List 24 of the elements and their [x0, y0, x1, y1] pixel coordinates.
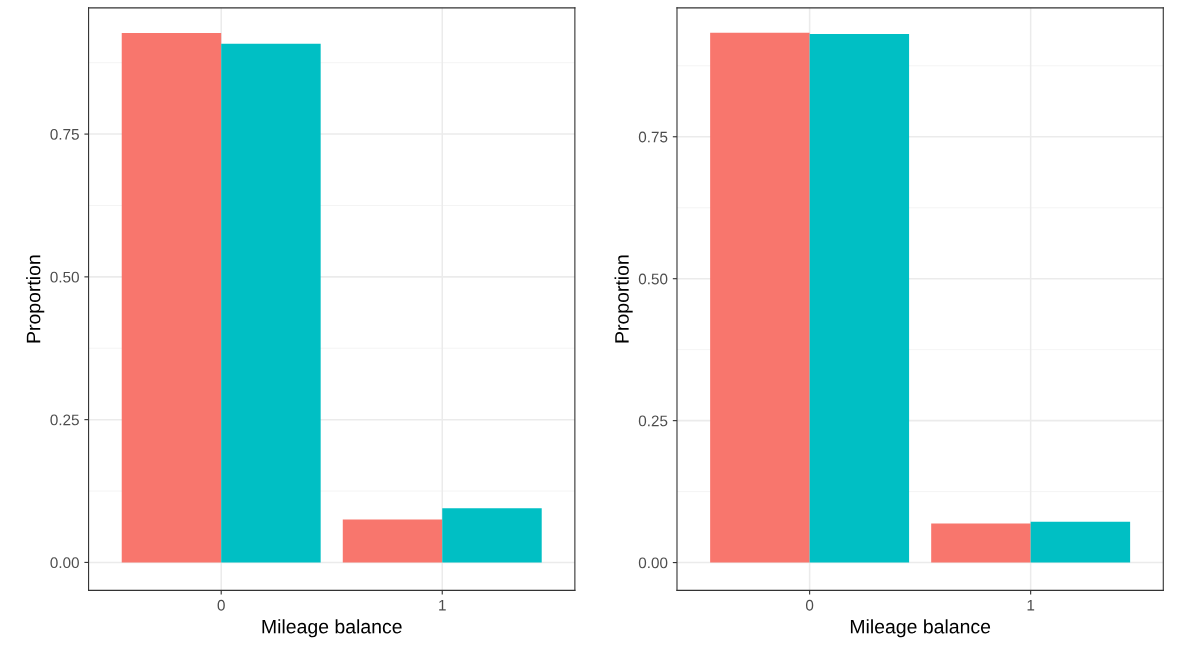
x-tick-label: 0 — [217, 599, 225, 611]
x-tick-label: 0 — [805, 599, 814, 611]
x-tick-label: 1 — [439, 599, 446, 611]
bar — [342, 519, 443, 563]
y-tick-label: 0.25 — [638, 415, 668, 427]
bar — [121, 33, 222, 563]
y-tick-label: 0.00 — [50, 557, 79, 569]
y-tick-label: 0.75 — [50, 128, 79, 140]
bar — [442, 508, 542, 563]
y-tick-label: 0.50 — [50, 271, 79, 283]
bar — [221, 43, 321, 563]
y-tick-label: 0.50 — [638, 273, 668, 285]
x-tick-label: 1 — [1027, 599, 1035, 611]
y-tick-label: 0.75 — [638, 131, 668, 143]
x-axis-title: Mileage balance — [850, 619, 991, 638]
y-axis-title: Proportion — [614, 255, 633, 343]
bar — [710, 32, 810, 563]
y-axis-title: Proportion — [26, 255, 45, 343]
bar — [1030, 521, 1131, 563]
y-tick-label: 0.00 — [638, 557, 668, 569]
bar — [809, 33, 910, 563]
x-axis-title: Mileage balance — [262, 619, 402, 638]
y-tick-label: 0.25 — [50, 414, 79, 426]
bar — [931, 523, 1031, 563]
